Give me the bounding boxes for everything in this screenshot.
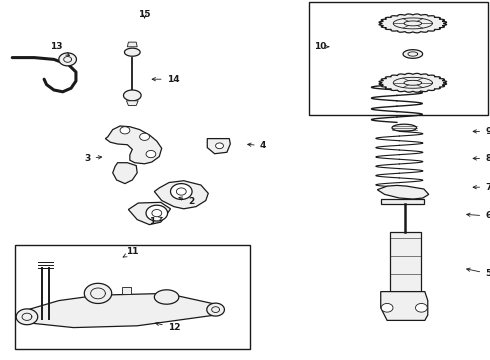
Polygon shape xyxy=(403,50,422,58)
Polygon shape xyxy=(176,188,186,195)
Text: 9: 9 xyxy=(473,127,490,136)
Polygon shape xyxy=(126,101,138,105)
Polygon shape xyxy=(171,184,192,199)
Polygon shape xyxy=(381,292,428,320)
Text: 10: 10 xyxy=(314,42,329,51)
Polygon shape xyxy=(154,290,179,304)
Polygon shape xyxy=(16,309,38,325)
Polygon shape xyxy=(216,143,223,149)
Polygon shape xyxy=(123,90,141,101)
Polygon shape xyxy=(392,124,416,131)
Polygon shape xyxy=(105,126,162,164)
Polygon shape xyxy=(152,210,162,217)
Text: 11: 11 xyxy=(123,248,139,257)
Text: 15: 15 xyxy=(138,10,151,19)
Polygon shape xyxy=(379,14,446,33)
Text: 7: 7 xyxy=(473,183,490,192)
Polygon shape xyxy=(207,139,230,154)
Polygon shape xyxy=(146,150,156,158)
Polygon shape xyxy=(122,287,131,294)
Polygon shape xyxy=(154,181,208,209)
Polygon shape xyxy=(124,48,140,56)
Polygon shape xyxy=(379,73,446,92)
Text: 2: 2 xyxy=(179,197,194,206)
Polygon shape xyxy=(140,133,149,140)
Text: 6: 6 xyxy=(467,211,490,220)
Text: 4: 4 xyxy=(248,141,266,150)
Polygon shape xyxy=(381,199,424,204)
Text: 1: 1 xyxy=(149,217,162,226)
Polygon shape xyxy=(84,283,112,303)
Text: 5: 5 xyxy=(466,268,490,278)
Polygon shape xyxy=(120,127,130,134)
Polygon shape xyxy=(113,163,137,184)
Text: 13: 13 xyxy=(50,42,70,55)
Polygon shape xyxy=(127,42,137,47)
Text: 14: 14 xyxy=(152,75,179,84)
Text: 8: 8 xyxy=(473,154,490,163)
Polygon shape xyxy=(390,232,421,292)
Text: 3: 3 xyxy=(84,154,101,163)
Polygon shape xyxy=(59,53,76,66)
Text: 12: 12 xyxy=(155,322,180,332)
Polygon shape xyxy=(416,303,427,312)
Polygon shape xyxy=(22,293,216,328)
Polygon shape xyxy=(381,303,393,312)
Polygon shape xyxy=(207,303,224,316)
Bar xyxy=(15,245,250,349)
Polygon shape xyxy=(128,202,171,225)
Bar xyxy=(309,2,488,115)
Polygon shape xyxy=(146,205,168,221)
Polygon shape xyxy=(377,185,429,199)
